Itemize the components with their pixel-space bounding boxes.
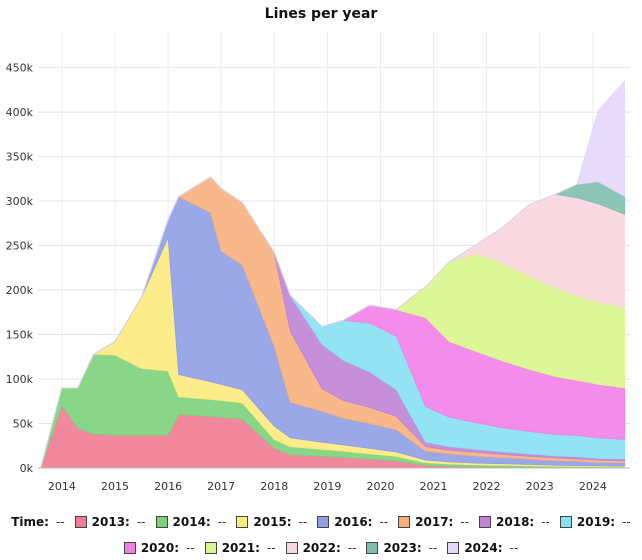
legend-value-2021: -- xyxy=(266,541,276,555)
legend-value-2013: -- xyxy=(136,515,146,529)
legend-time: Time: -- xyxy=(11,515,64,529)
chart-title: Lines per year xyxy=(265,6,378,22)
legend-value-2016: -- xyxy=(379,515,389,529)
legend-item-2017[interactable]: 2017: -- xyxy=(398,515,469,529)
legend-label-2023: 2023: xyxy=(383,541,422,555)
y-tick-label: 400k xyxy=(6,106,34,119)
legend-swatch-2013 xyxy=(74,516,87,528)
x-tick-label: 2019 xyxy=(313,480,341,493)
x-tick-label: 2024 xyxy=(579,480,607,493)
x-tick-label: 2014 xyxy=(48,480,76,493)
legend-item-2024[interactable]: 2024: -- xyxy=(447,541,518,555)
x-tick-label: 2016 xyxy=(154,480,182,493)
legend-value-2019: -- xyxy=(622,515,631,529)
legend-label-2015: 2015: xyxy=(253,515,292,529)
legend-value-2014: -- xyxy=(217,515,227,529)
legend-label-2022: 2022: xyxy=(302,541,341,555)
legend-swatch-2014 xyxy=(155,516,168,528)
y-tick-label: 200k xyxy=(6,284,34,297)
legend-label-2017: 2017: xyxy=(415,515,454,529)
x-tick-label: 2021 xyxy=(420,480,448,493)
legend-swatch-2024 xyxy=(447,542,460,554)
area-series-group xyxy=(38,79,630,469)
area-series-2024 xyxy=(40,79,626,469)
legend-label-2020: 2020: xyxy=(140,541,180,555)
y-tick-label: 150k xyxy=(6,329,34,342)
legend-swatch-2016 xyxy=(317,516,330,528)
y-tick-label: 100k xyxy=(6,373,34,386)
legend-time-value: -- xyxy=(55,515,65,529)
legend-label-2024: 2024: xyxy=(464,541,503,555)
legend-value-2017: -- xyxy=(460,515,470,529)
legend-swatch-2023 xyxy=(366,542,379,554)
legend-item-2016[interactable]: 2016: -- xyxy=(317,515,388,529)
legend-value-2024: -- xyxy=(509,541,519,555)
legend-item-2015[interactable]: 2015: -- xyxy=(236,515,307,529)
x-axis-ticks: 2014 2015 2016 2017 2018 2019 2020 2021 2022 2023… xyxy=(48,480,607,493)
x-tick-label: 2015 xyxy=(101,480,129,493)
x-tick-label: 2017 xyxy=(207,480,235,493)
stacked-area-chart: Lines per year 2014 2015 2016 2017 2018 2019 2… xyxy=(6,6,630,493)
y-axis-ticks: 0k 50k 100k 150k 200k 250k 300k 350k 400k 450k xyxy=(6,62,34,475)
legend-swatch-2022 xyxy=(285,542,298,554)
legend-value-2018: -- xyxy=(541,515,550,529)
x-tick-label: 2018 xyxy=(260,480,288,493)
legend-item-2021[interactable]: 2021: -- xyxy=(204,541,276,555)
legend-label-2019: 2019: xyxy=(576,515,616,529)
y-tick-label: 0k xyxy=(20,462,34,475)
y-tick-label: 300k xyxy=(6,195,34,208)
legend-swatch-2015 xyxy=(236,516,249,528)
legend-row-1: Time: -- 2013: -- 2014: -- 2015: -- 2016: -- 201… xyxy=(0,515,642,529)
legend-item-2023[interactable]: 2023: -- xyxy=(366,541,437,555)
legend-value-2015: -- xyxy=(298,515,308,529)
legend-item-2018[interactable]: 2018: -- xyxy=(479,515,550,529)
legend-label-2014: 2014: xyxy=(172,515,211,529)
legend-label-2021: 2021: xyxy=(221,541,260,555)
x-tick-label: 2023 xyxy=(526,480,554,493)
legend-swatch-2021 xyxy=(204,542,217,554)
legend-swatch-2017 xyxy=(398,516,411,528)
legend-value-2020: -- xyxy=(186,541,195,555)
legend-row-2: 2020: -- 2021: -- 2022: -- 2023: -- 2024: -- xyxy=(0,541,642,555)
legend-item-2020[interactable]: 2020: -- xyxy=(123,541,195,555)
legend-swatch-2020 xyxy=(123,542,136,554)
y-tick-label: 50k xyxy=(13,418,34,431)
legend-item-2022[interactable]: 2022: -- xyxy=(285,541,357,555)
legend-swatch-2018 xyxy=(479,516,492,528)
y-tick-label: 450k xyxy=(6,62,34,75)
legend-swatch-2019 xyxy=(559,516,572,528)
legend-value-2022: -- xyxy=(347,541,357,555)
legend-label-2018: 2018: xyxy=(496,515,535,529)
legend-label-2013: 2013: xyxy=(91,515,130,529)
y-tick-label: 250k xyxy=(6,240,34,253)
legend-label-2016: 2016: xyxy=(334,515,373,529)
x-tick-label: 2022 xyxy=(473,480,501,493)
x-tick-label: 2020 xyxy=(366,480,394,493)
legend-item-2013[interactable]: 2013: -- xyxy=(74,515,146,529)
legend-time-label: Time: xyxy=(11,515,49,529)
legend-value-2023: -- xyxy=(428,541,438,555)
legend-item-2014[interactable]: 2014: -- xyxy=(155,515,227,529)
legend-item-2019[interactable]: 2019: -- xyxy=(559,515,631,529)
y-tick-label: 350k xyxy=(6,151,34,164)
